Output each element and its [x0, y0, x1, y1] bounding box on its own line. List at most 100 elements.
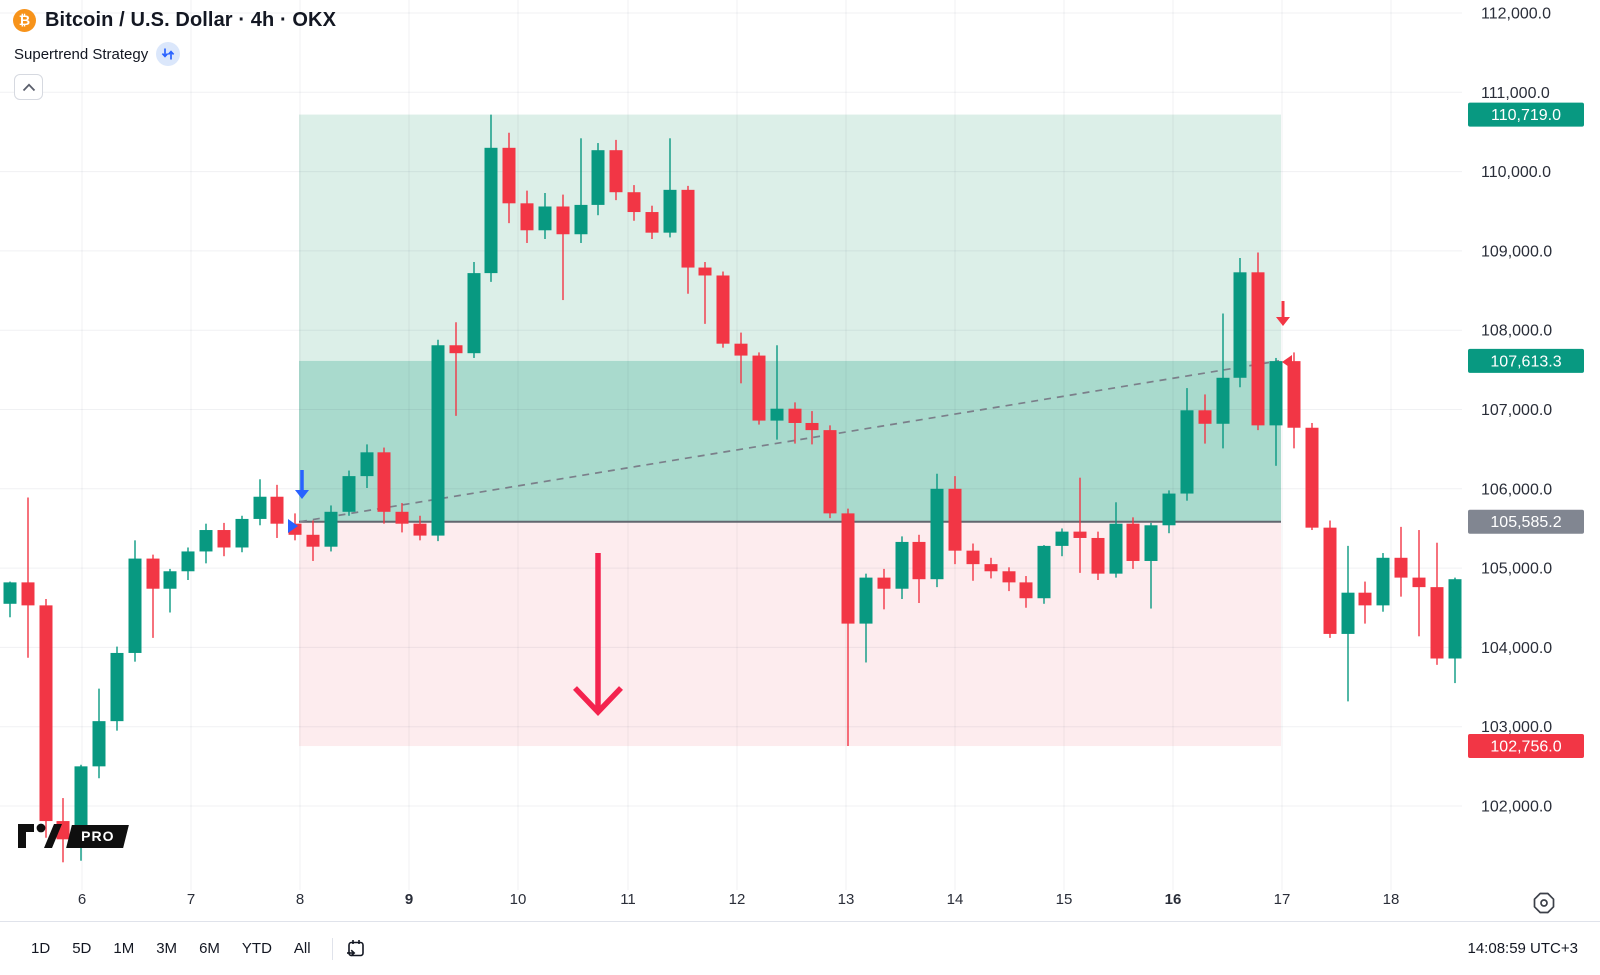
y-axis-label: 110,000.0 — [1481, 164, 1551, 181]
candle-body — [591, 150, 605, 205]
candle-body — [342, 476, 356, 512]
x-axis-label: 9 — [405, 891, 413, 908]
candle-body — [360, 452, 374, 477]
candle — [716, 271, 730, 348]
candle — [1019, 576, 1033, 608]
candle — [1251, 252, 1265, 431]
candle-body — [520, 203, 534, 231]
price-badge-bg — [1468, 509, 1584, 534]
y-axis-label: 108,000.0 — [1481, 323, 1552, 340]
range-button-all[interactable]: All — [285, 935, 320, 962]
chevron-up-icon — [22, 83, 35, 91]
arrow-head — [1276, 317, 1290, 326]
y-axis-label: 106,000.0 — [1481, 481, 1552, 498]
candle — [21, 497, 35, 658]
candle-body — [1091, 537, 1105, 574]
candle — [698, 262, 712, 324]
candle-body — [1287, 361, 1301, 428]
candle-body — [1448, 579, 1462, 659]
entry-signal-arrow — [295, 470, 309, 499]
range-button-ytd[interactable]: YTD — [233, 935, 281, 962]
y-axis-label: 112,000.0 — [1481, 6, 1551, 23]
range-button-6m[interactable]: 6M — [190, 935, 229, 962]
chart-settings-button[interactable] — [1531, 890, 1557, 916]
arrow-head — [573, 686, 623, 716]
candle — [1091, 531, 1105, 580]
big-short-arrow — [573, 553, 623, 716]
candle-body — [1233, 272, 1247, 378]
candle — [823, 425, 837, 519]
x-axis-label: 17 — [1274, 891, 1291, 908]
candle-body — [128, 558, 142, 653]
candle-body — [502, 147, 516, 204]
indicator-title[interactable]: Supertrend Strategy — [14, 45, 149, 63]
candle — [1144, 522, 1158, 609]
candle — [1216, 313, 1230, 449]
price-badge-label: 110,719.0 — [1491, 107, 1561, 124]
candle — [1126, 517, 1140, 569]
candle-body — [1180, 410, 1194, 494]
trend-dashed-line — [299, 360, 1280, 523]
candle-body — [663, 189, 677, 233]
candle — [663, 138, 677, 238]
range-button-5d[interactable]: 5D — [63, 935, 100, 962]
candle — [859, 573, 873, 663]
candle — [681, 185, 695, 294]
candle — [752, 352, 766, 425]
candle — [538, 193, 552, 240]
range-button-3m[interactable]: 3M — [147, 935, 186, 962]
strategy-arrows-icon[interactable] — [156, 42, 181, 66]
x-axis-label: 13 — [838, 891, 855, 908]
candle-body — [859, 577, 873, 624]
candle-body — [948, 488, 962, 551]
exit-signal-arrow — [1276, 301, 1290, 326]
candle — [502, 132, 516, 224]
candle — [1341, 545, 1355, 702]
candle — [1358, 581, 1372, 624]
range-button-1m[interactable]: 1M — [104, 935, 143, 962]
candle — [360, 444, 374, 489]
candle-body — [1055, 531, 1069, 546]
candle — [1430, 542, 1444, 665]
tradingview-pro-logo[interactable]: PRO — [17, 820, 130, 852]
candle — [1233, 258, 1247, 388]
candle — [1162, 490, 1176, 534]
go-to-date-button[interactable] — [345, 938, 367, 960]
y-axis-label: 102,000.0 — [1481, 799, 1552, 816]
x-axis-label: 18 — [1383, 891, 1400, 908]
candle-body — [217, 530, 231, 548]
clock-timezone[interactable]: 14:08:59 UTC+3 — [1467, 940, 1579, 957]
y-axis-label: 111,000.0 — [1481, 85, 1550, 102]
price-badge: 102,756.0 — [1468, 734, 1584, 759]
candle — [788, 402, 802, 444]
candle-body — [39, 605, 53, 822]
candle — [199, 523, 213, 564]
x-axis-label: 16 — [1165, 891, 1182, 908]
candle — [966, 543, 980, 581]
arrow-head — [295, 490, 309, 499]
candle-body — [1412, 577, 1426, 588]
candle-body — [734, 343, 748, 356]
candle — [1287, 352, 1301, 449]
candle-body — [930, 488, 944, 580]
candle-body — [1162, 493, 1176, 526]
range-button-1d[interactable]: 1D — [22, 935, 59, 962]
candle-body — [1341, 592, 1355, 634]
collapse-pane-button[interactable] — [14, 74, 43, 100]
candle-body — [3, 582, 17, 604]
price-badge-bg — [1468, 348, 1584, 373]
candle — [1073, 477, 1087, 573]
candle — [1002, 567, 1016, 592]
y-axis-label: 107,000.0 — [1481, 402, 1552, 419]
price-badge-bg — [1468, 734, 1584, 759]
candle — [1448, 577, 1462, 684]
candle-body — [1073, 531, 1087, 538]
candle-body — [1394, 557, 1408, 578]
candle — [449, 322, 463, 416]
candle-body — [431, 345, 445, 536]
y-axis-label: 105,000.0 — [1481, 561, 1552, 578]
candle — [841, 508, 855, 747]
chart-header: ₿ Bitcoin / U.S. Dollar · 4h · OKX Super… — [13, 9, 336, 66]
candle — [1376, 553, 1390, 612]
